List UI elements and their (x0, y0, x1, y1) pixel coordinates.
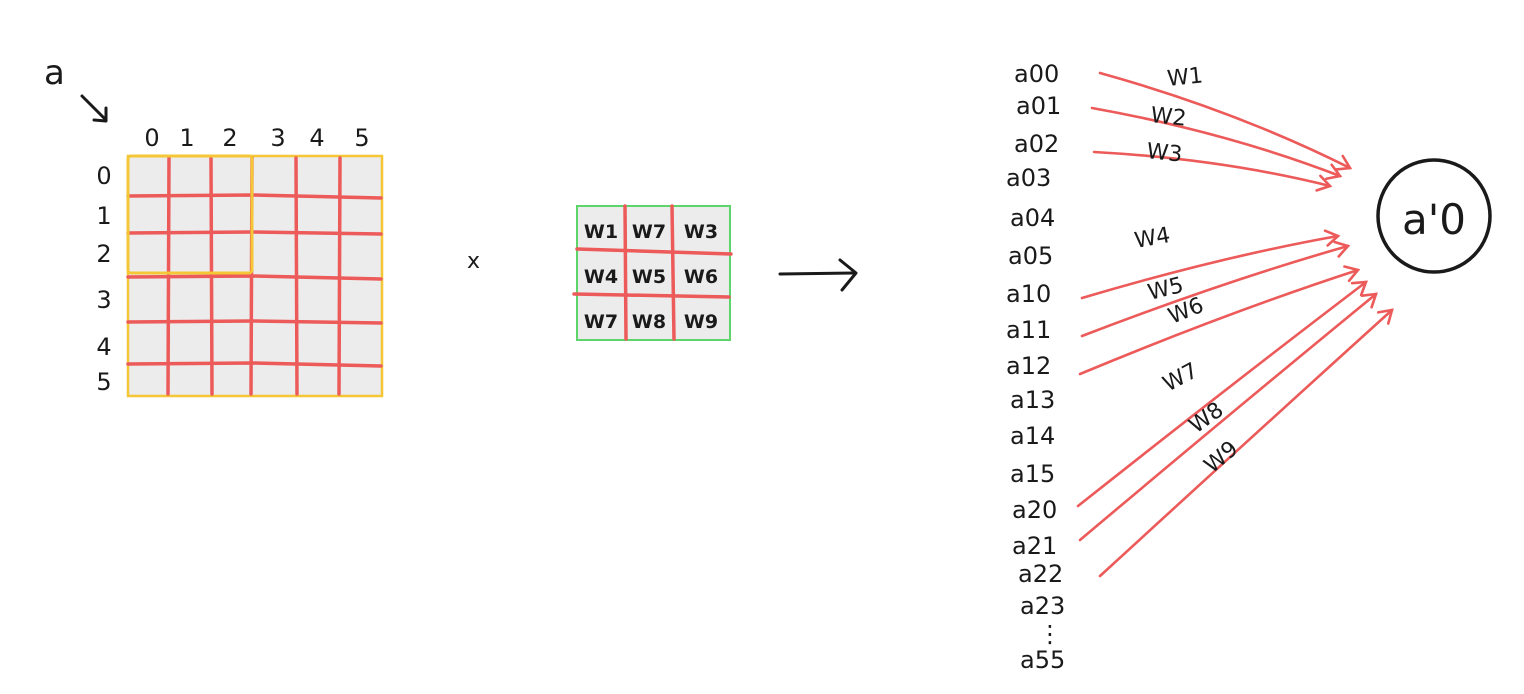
connection-arrowhead (1376, 308, 1394, 325)
matrix-row-label: 3 (96, 286, 111, 314)
input-label: a00 (1014, 60, 1059, 88)
matrix-horizontal-line (126, 230, 383, 236)
connection-line (1078, 268, 1360, 376)
input-label: a23 (1020, 592, 1065, 620)
connection-line (1080, 234, 1340, 300)
kernel-cell: W8 (632, 311, 666, 333)
weight-label: W2 (1149, 103, 1187, 132)
kernel-horizontal-line (575, 247, 733, 256)
input-label: a15 (1010, 460, 1055, 488)
input-label: ⋮ (1038, 620, 1062, 648)
input-label: a12 (1006, 352, 1051, 380)
weight-label: W7 (1159, 358, 1202, 397)
matrix-horizontal-line (126, 274, 383, 281)
kernel-cell: W1 (584, 221, 618, 243)
weight-label: W1 (1166, 63, 1204, 92)
kernel-cell: W4 (584, 266, 618, 288)
connection-arrowhead (1333, 240, 1351, 258)
multiply-symbol: x (467, 249, 480, 274)
weight-label: W3 (1145, 139, 1183, 168)
kernel-cell: W5 (632, 266, 666, 288)
matrix-row-label: 1 (96, 202, 111, 230)
matrix-row-label: 5 (96, 368, 111, 396)
input-label: a01 (1016, 92, 1061, 120)
matrix-row-label: 4 (96, 333, 111, 361)
weight-label: W4 (1133, 223, 1173, 254)
input-label: a02 (1014, 130, 1059, 158)
kernel-cell: W7 (632, 221, 666, 243)
matrix-horizontal-line (126, 319, 383, 325)
input-label-list: a00 a01 a02 a03 a04 a05 a10 a11 a12 a13 a14 a15 a20 a… (1006, 60, 1065, 674)
connection-line (1080, 244, 1350, 338)
receptive-field-highlight (126, 154, 254, 275)
input-label: a55 (1020, 646, 1065, 674)
pointer-arrow-icon (80, 94, 108, 123)
matrix-row-labels: 0 1 2 3 4 5 (96, 162, 111, 396)
matrix-row-label: 2 (96, 240, 111, 268)
output-neuron-label: a'0 (1402, 195, 1466, 244)
matrix-horizontal-line (126, 361, 383, 368)
input-label: a05 (1008, 242, 1053, 270)
input-label: a04 (1010, 204, 1055, 232)
weighted-connections (1076, 71, 1394, 578)
matrix-column-label: 4 (309, 124, 324, 152)
kernel-cell: W3 (684, 221, 718, 243)
connection-arrowhead (1315, 174, 1333, 192)
kernel-cell: W7 (584, 311, 618, 333)
connection-arrowhead (1324, 163, 1343, 181)
kernel-cell: W6 (684, 266, 718, 288)
matrix-column-label: 2 (222, 124, 237, 152)
input-label: a20 (1012, 496, 1057, 524)
connection-arrowhead (1323, 229, 1341, 247)
connection-line (1076, 280, 1368, 508)
connection-line (1098, 308, 1394, 578)
matrix-row-label: 0 (96, 162, 111, 190)
connection-line (1090, 106, 1342, 178)
matrix-vertical-line (337, 156, 342, 396)
connection-line (1078, 292, 1378, 542)
matrix-column-label: 0 (144, 124, 159, 152)
matrix-column-label: 5 (354, 124, 369, 152)
connection-arrowhead (1360, 292, 1378, 309)
input-label: a11 (1006, 316, 1051, 344)
kernel-cell: W9 (684, 311, 718, 333)
matrix-name-label: a (44, 53, 65, 93)
matrix-column-label: 3 (270, 124, 285, 152)
weight-label: W8 (1185, 398, 1229, 439)
connection-arrowhead (1334, 154, 1353, 171)
kernel-body (576, 205, 731, 341)
kernel-grid-lines (572, 204, 733, 341)
kernel-cells: W1 W7 W3 W4 W5 W6 W7 W8 W9 (584, 221, 718, 333)
input-label: a10 (1006, 280, 1051, 308)
matrix-grid-lines (126, 156, 383, 396)
output-neuron: a'0 (1376, 158, 1492, 274)
input-label: a21 (1012, 532, 1057, 560)
kernel-horizontal-line (572, 292, 731, 299)
weight-label: W9 (1200, 436, 1243, 478)
connection-line (1092, 150, 1332, 188)
input-label: a03 (1006, 164, 1051, 192)
connection-line (1098, 71, 1352, 170)
right-arrow-icon (778, 258, 858, 292)
connection-arrowhead (1350, 280, 1368, 297)
input-label: a13 (1010, 386, 1055, 414)
input-label: a22 (1018, 560, 1063, 588)
connection-arrowhead (1343, 265, 1361, 283)
matrix-column-label: 1 (179, 124, 194, 152)
input-label: a14 (1010, 422, 1055, 450)
kernel-vertical-line (670, 204, 676, 341)
output-neuron-circle (1376, 158, 1492, 274)
kernel-matrix: W1 W7 W3 W4 W5 W6 W7 W8 W9 (572, 204, 733, 341)
kernel-vertical-line (623, 204, 628, 341)
